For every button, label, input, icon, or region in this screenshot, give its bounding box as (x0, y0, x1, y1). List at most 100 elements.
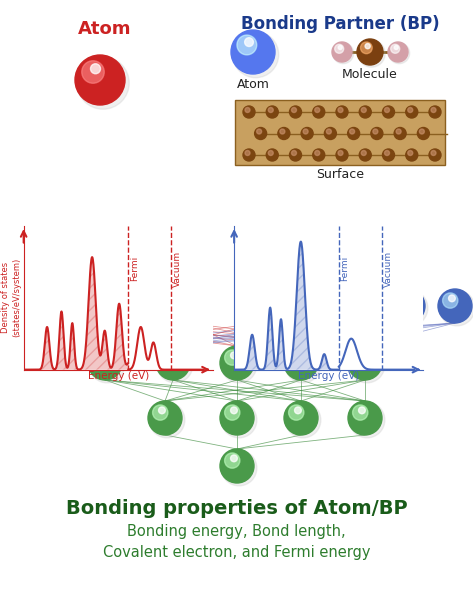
Circle shape (338, 150, 343, 156)
Circle shape (406, 149, 418, 161)
Circle shape (284, 401, 318, 435)
Circle shape (389, 43, 410, 64)
Circle shape (280, 290, 316, 326)
Circle shape (172, 290, 208, 326)
Circle shape (406, 106, 418, 118)
Circle shape (221, 450, 257, 486)
Circle shape (182, 295, 188, 302)
Circle shape (175, 293, 191, 308)
Circle shape (357, 39, 383, 65)
Circle shape (295, 407, 301, 414)
Circle shape (408, 108, 413, 112)
Circle shape (171, 289, 205, 323)
Circle shape (237, 35, 257, 55)
Circle shape (395, 293, 411, 308)
Circle shape (254, 128, 267, 139)
Circle shape (315, 108, 320, 112)
Circle shape (268, 150, 273, 156)
Circle shape (220, 346, 254, 380)
Circle shape (348, 401, 382, 435)
Circle shape (40, 293, 55, 308)
Circle shape (77, 57, 129, 109)
Circle shape (332, 42, 352, 62)
Circle shape (336, 290, 372, 326)
Circle shape (158, 407, 166, 414)
Circle shape (82, 60, 104, 83)
Circle shape (324, 128, 336, 139)
Circle shape (90, 64, 100, 74)
Circle shape (230, 455, 237, 462)
X-axis label: Energy (eV): Energy (eV) (88, 371, 149, 381)
Circle shape (348, 346, 382, 380)
Circle shape (225, 405, 240, 420)
Circle shape (431, 150, 436, 156)
Circle shape (335, 289, 369, 323)
Y-axis label: Density of states
(states/eV/system): Density of states (states/eV/system) (1, 258, 21, 337)
Circle shape (391, 289, 425, 323)
Circle shape (429, 149, 441, 161)
Circle shape (266, 106, 278, 118)
Text: Atom: Atom (236, 78, 270, 91)
Circle shape (285, 347, 321, 383)
Text: Surface: Surface (316, 168, 364, 181)
Circle shape (371, 128, 383, 139)
Circle shape (349, 402, 385, 438)
Circle shape (352, 350, 368, 365)
Circle shape (315, 150, 320, 156)
Circle shape (244, 293, 259, 308)
Circle shape (289, 106, 301, 118)
Circle shape (358, 40, 385, 67)
Circle shape (89, 347, 125, 383)
Circle shape (153, 405, 168, 420)
Circle shape (250, 295, 256, 302)
Circle shape (279, 289, 313, 323)
Circle shape (225, 453, 240, 468)
Circle shape (336, 106, 348, 118)
Circle shape (245, 150, 250, 156)
Circle shape (303, 129, 308, 134)
Circle shape (313, 106, 325, 118)
Circle shape (420, 129, 424, 134)
Circle shape (438, 289, 472, 323)
Circle shape (93, 350, 108, 365)
Circle shape (243, 106, 255, 118)
Circle shape (156, 346, 190, 380)
Circle shape (278, 128, 290, 139)
Circle shape (157, 347, 193, 383)
Circle shape (313, 149, 325, 161)
Circle shape (365, 43, 370, 49)
Circle shape (221, 347, 257, 383)
Text: Atom: Atom (78, 20, 132, 38)
Circle shape (402, 295, 408, 302)
Circle shape (233, 32, 279, 78)
Circle shape (383, 106, 394, 118)
Circle shape (289, 295, 297, 302)
Circle shape (284, 293, 299, 308)
Circle shape (107, 293, 123, 308)
Circle shape (230, 352, 237, 359)
Circle shape (230, 407, 237, 414)
Circle shape (333, 43, 354, 64)
Circle shape (338, 45, 342, 49)
Circle shape (36, 290, 72, 326)
Circle shape (104, 290, 140, 326)
Circle shape (280, 129, 285, 134)
Circle shape (148, 401, 182, 435)
Circle shape (220, 449, 254, 483)
Circle shape (243, 149, 255, 161)
Circle shape (239, 289, 273, 323)
Circle shape (346, 295, 352, 302)
Text: Bonding Partner (BP): Bonding Partner (BP) (241, 15, 439, 33)
Circle shape (396, 129, 401, 134)
Circle shape (295, 352, 301, 359)
Circle shape (429, 106, 441, 118)
Circle shape (361, 108, 366, 112)
Circle shape (394, 128, 406, 139)
Circle shape (360, 42, 372, 54)
Circle shape (385, 108, 389, 112)
Circle shape (240, 290, 276, 326)
Circle shape (361, 150, 366, 156)
Circle shape (326, 129, 332, 134)
Circle shape (417, 128, 429, 139)
Circle shape (359, 106, 371, 118)
